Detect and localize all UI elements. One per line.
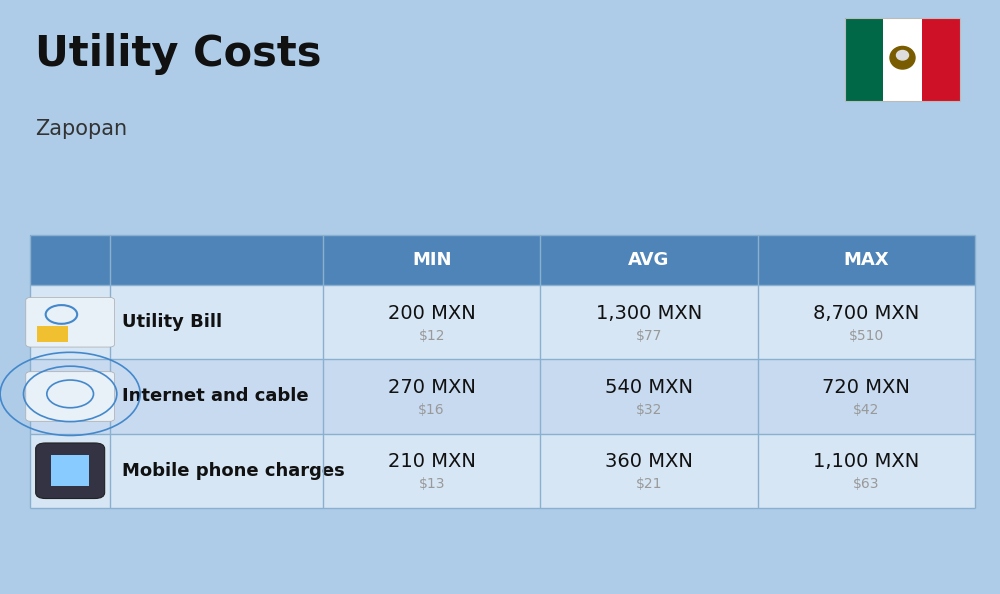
FancyBboxPatch shape	[883, 18, 922, 101]
FancyBboxPatch shape	[26, 372, 115, 421]
Text: Mobile phone charges: Mobile phone charges	[122, 462, 345, 480]
Text: 270 MXN: 270 MXN	[388, 378, 476, 397]
Text: 720 MXN: 720 MXN	[822, 378, 910, 397]
FancyBboxPatch shape	[110, 235, 323, 285]
Text: $77: $77	[636, 328, 662, 343]
Text: Zapopan: Zapopan	[35, 119, 127, 139]
Text: $21: $21	[636, 477, 662, 491]
FancyBboxPatch shape	[30, 235, 975, 285]
Text: 210 MXN: 210 MXN	[388, 453, 476, 471]
FancyBboxPatch shape	[30, 434, 975, 508]
Text: $16: $16	[418, 403, 445, 417]
FancyBboxPatch shape	[30, 359, 975, 434]
Ellipse shape	[890, 46, 915, 69]
FancyBboxPatch shape	[845, 18, 883, 101]
Ellipse shape	[896, 50, 908, 60]
FancyBboxPatch shape	[36, 443, 105, 498]
Text: 8,700 MXN: 8,700 MXN	[813, 304, 919, 323]
FancyBboxPatch shape	[26, 298, 115, 347]
Text: $42: $42	[853, 403, 880, 417]
Text: Internet and cable: Internet and cable	[122, 387, 309, 406]
Text: $32: $32	[636, 403, 662, 417]
Text: 1,300 MXN: 1,300 MXN	[596, 304, 702, 323]
Text: $63: $63	[853, 477, 880, 491]
Text: Utility Costs: Utility Costs	[35, 33, 322, 75]
FancyBboxPatch shape	[922, 18, 960, 101]
Text: $510: $510	[849, 328, 884, 343]
FancyBboxPatch shape	[30, 285, 975, 359]
Text: $12: $12	[418, 328, 445, 343]
FancyBboxPatch shape	[37, 327, 68, 342]
Text: Utility Bill: Utility Bill	[122, 313, 222, 331]
Text: AVG: AVG	[628, 251, 670, 269]
FancyBboxPatch shape	[51, 455, 89, 486]
Text: 200 MXN: 200 MXN	[388, 304, 476, 323]
Text: 1,100 MXN: 1,100 MXN	[813, 453, 919, 471]
Text: 540 MXN: 540 MXN	[605, 378, 693, 397]
Text: $13: $13	[418, 477, 445, 491]
Text: 360 MXN: 360 MXN	[605, 453, 693, 471]
FancyBboxPatch shape	[30, 235, 110, 285]
Text: MIN: MIN	[412, 251, 451, 269]
Text: MAX: MAX	[844, 251, 889, 269]
